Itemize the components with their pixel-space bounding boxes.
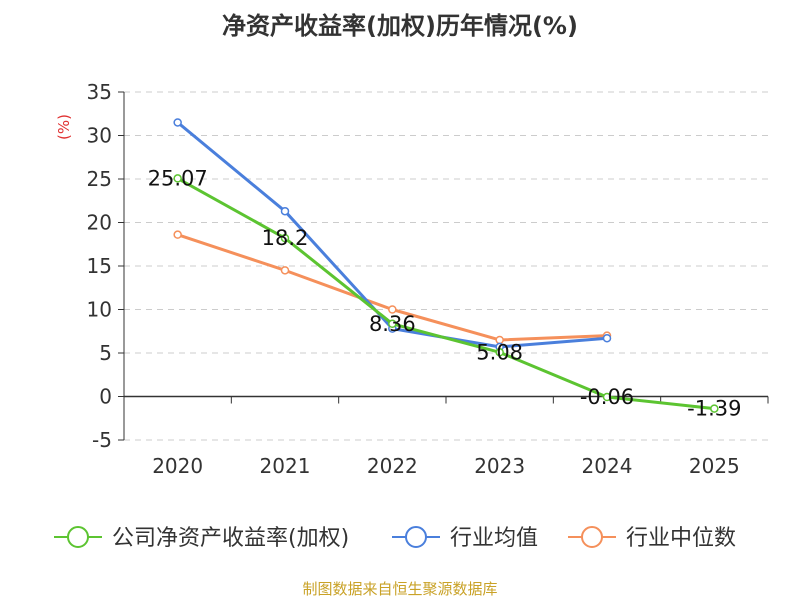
x-tick-label: 2023 (474, 454, 525, 478)
gridlines (124, 91, 768, 441)
legend-label: 行业中位数 (626, 526, 736, 551)
x-tick-label: 2021 (260, 454, 311, 478)
y-tick-label: -5 (92, 428, 112, 452)
data-point (495, 348, 504, 357)
data-label: 8.36 (369, 312, 416, 336)
x-tick-label: 2024 (582, 454, 633, 478)
data-point (602, 392, 612, 402)
y-tick-label: 15 (87, 254, 112, 278)
data-point (602, 333, 612, 343)
data-label: 5.08 (476, 340, 523, 364)
data-point (280, 206, 290, 216)
data-point (173, 118, 182, 127)
data-point (173, 230, 182, 239)
data-labels: 25.07 18.2 8.36 5.08 -0.06 -1.39 (148, 166, 742, 420)
y-tick-label: 5 (99, 341, 112, 365)
x-tick-label: 2022 (367, 454, 418, 478)
y-tick-label: 20 (87, 211, 112, 235)
data-label: -1.39 (687, 397, 741, 421)
legend-marker (581, 526, 603, 548)
legend: 公司净资产收益率(加权) 行业均值 行业中位数 (54, 526, 736, 551)
x-tick-label: 2020 (152, 454, 203, 478)
legend-marker (405, 526, 427, 548)
data-point (388, 305, 397, 314)
data-label: -0.06 (580, 385, 634, 409)
data-label: 18.2 (262, 226, 309, 250)
legend-label: 公司净资产收益率(加权) (112, 526, 349, 551)
data-point (280, 233, 290, 243)
source-note: 制图数据来自恒生聚源数据库 (302, 580, 498, 598)
legend-label: 行业均值 (450, 526, 538, 551)
series-line-0 (176, 177, 715, 411)
data-point (388, 319, 397, 329)
y-tick-label: 0 (99, 385, 112, 409)
y-tick-label: 25 (87, 167, 112, 191)
y-tick-label: 30 (87, 124, 112, 148)
y-tick-label: 35 (87, 80, 112, 104)
y-axis-label: (%) (55, 114, 73, 140)
data-point (710, 404, 719, 413)
chart-title: 净资产收益率(加权)历年情况(%) (222, 12, 578, 40)
series-lines (173, 118, 719, 413)
x-tick-label: 2025 (689, 454, 740, 478)
legend-marker (67, 526, 89, 548)
data-point (173, 174, 182, 183)
data-label: 25.07 (148, 166, 208, 190)
y-tick-label: 10 (87, 298, 112, 322)
data-point (280, 266, 290, 275)
